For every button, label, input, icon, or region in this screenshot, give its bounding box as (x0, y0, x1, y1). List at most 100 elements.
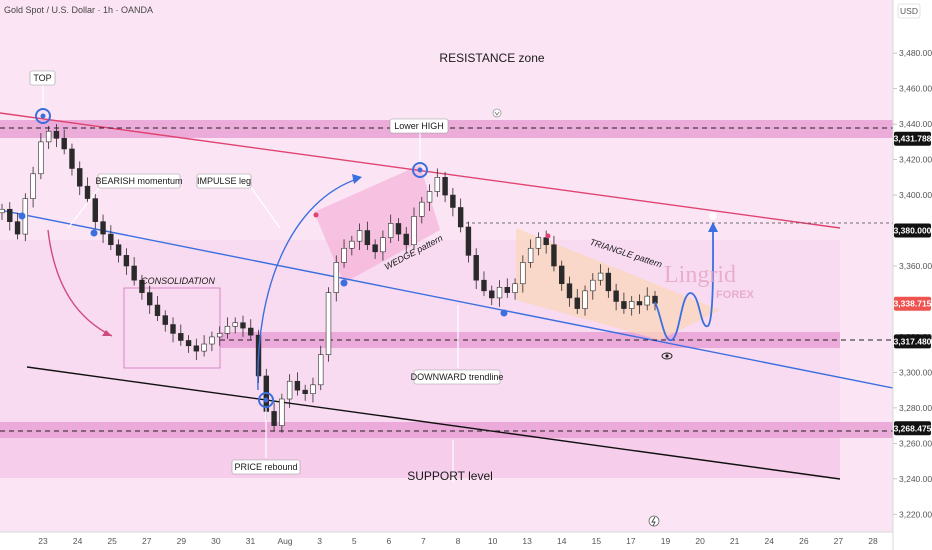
y-tick-label: 3,420.000 (899, 155, 932, 165)
x-tick-label: 27 (834, 536, 844, 546)
level-badge (894, 223, 931, 238)
level-badge-label: 3,317.480 (894, 336, 932, 346)
event-flag-icon[interactable] (648, 515, 660, 527)
impulse-pointer (249, 185, 281, 229)
candle-body (271, 411, 277, 426)
watermark-line1: Lingrid (664, 262, 736, 288)
candle-body (154, 304, 161, 316)
candle-body (108, 233, 114, 246)
x-tick-label: 24 (765, 536, 775, 546)
bearish-arrow-head (102, 330, 112, 336)
candle-body (185, 340, 192, 347)
candle-body (426, 191, 433, 203)
impulse-arrow-head (352, 174, 362, 184)
x-tick-label: 30 (211, 536, 221, 546)
x-tick-label: 7 (421, 536, 426, 546)
candle-body (628, 301, 635, 309)
candle-body (597, 272, 604, 281)
level-badge-label: 3,338.715 (894, 299, 932, 309)
x-tick-label: 3 (317, 536, 322, 546)
candle-body (419, 201, 425, 217)
level-badge (894, 334, 931, 349)
candle-body (115, 244, 122, 256)
candle-body (551, 244, 557, 267)
candle-body (621, 301, 627, 309)
candles-group (0, 124, 658, 433)
candle-body (131, 265, 137, 281)
candle-body (512, 283, 518, 293)
watermark-line2: FOREX (716, 289, 755, 301)
x-axis-background (0, 532, 893, 550)
candle-body (216, 333, 223, 338)
lower-high-dot (417, 167, 423, 173)
candle-body (481, 279, 487, 292)
x-tick-label: 21 (730, 536, 740, 546)
candle-body (294, 380, 301, 391)
candle-body (590, 279, 596, 292)
candle-body (224, 325, 231, 334)
candle-body (489, 290, 495, 299)
candle-body (636, 301, 643, 306)
alert-marker-icon[interactable] (492, 108, 502, 118)
channel-bottom-line (26, 366, 841, 480)
candle-body (14, 221, 21, 235)
currency-box[interactable] (897, 3, 921, 19)
rebound-callout-box (231, 459, 301, 475)
trend-dot-4 (500, 309, 508, 317)
top-circle (35, 108, 51, 124)
lower-high-circle (412, 162, 428, 178)
support-label: SUPPORT level (407, 469, 493, 483)
candle-body (566, 283, 573, 299)
y-tick-label: 3,300.000 (899, 367, 932, 377)
candle-body (442, 177, 448, 196)
y-tick-label: 3,360.000 (899, 261, 932, 271)
impulse-arrow (257, 177, 361, 391)
candle-body (605, 272, 612, 292)
x-tick-label: 17 (626, 536, 636, 546)
bearish-callout: BEARISH momentum (95, 176, 182, 186)
candle-body (574, 297, 580, 309)
bearish-pointer (67, 186, 101, 229)
candle-body (473, 255, 479, 281)
x-axis-ticks: 23 24 25 27 29 30 31 Aug 3 5 6 7 8 10 13 14 15 17 19 20 21 24… (38, 536, 878, 546)
downward-callout: DOWNWARD trendline (411, 372, 504, 382)
candle-body (170, 324, 176, 334)
x-tick-label: 5 (352, 536, 357, 546)
candle-body (201, 343, 207, 352)
candle-body (84, 185, 91, 199)
candle-body (411, 216, 417, 246)
candle-body (45, 130, 52, 143)
candle-body (286, 380, 293, 400)
y-tick-label: 3,480.000 (899, 48, 932, 58)
candle-body (450, 194, 456, 208)
x-tick-label: 24 (73, 536, 83, 546)
candle-body (504, 286, 510, 293)
candle-body (69, 148, 75, 169)
bearish-callout-box (97, 173, 181, 189)
candle-body (162, 315, 168, 325)
candle-body (582, 290, 588, 309)
candle-body (92, 198, 98, 222)
x-tick-label: 27 (142, 536, 152, 546)
candle-body (380, 237, 386, 253)
lower-high-callout: Lower HIGH (394, 121, 444, 131)
candle-body (341, 247, 347, 263)
impulse-callout-box (196, 173, 252, 189)
candle-body (30, 173, 36, 199)
trend-dot-2 (90, 229, 98, 237)
wedge-dot (313, 212, 319, 218)
candle-body (349, 240, 355, 249)
top-dot (40, 113, 46, 119)
candle-body (139, 279, 145, 293)
top-callout: TOP (33, 73, 51, 83)
x-tick-label: 8 (456, 536, 461, 546)
candle-body (364, 230, 371, 246)
candle-body (240, 322, 246, 329)
support-zone-fill (0, 430, 840, 478)
level-badge (894, 296, 931, 311)
symbol-title: Gold Spot / U.S. Dollar · 1h · OANDA (4, 5, 153, 15)
candle-body (100, 221, 106, 235)
consolidation-label: CONSOLIDATION (141, 276, 215, 286)
